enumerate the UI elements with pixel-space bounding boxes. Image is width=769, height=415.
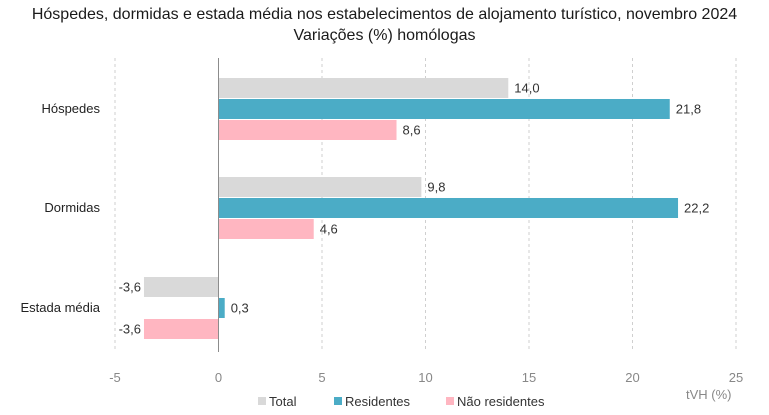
legend-swatch xyxy=(446,397,454,405)
chart-title: Hóspedes, dormidas e estada média nos es… xyxy=(31,6,738,23)
legend-swatch xyxy=(334,397,342,405)
bar xyxy=(143,319,219,339)
legend-label: Residentes xyxy=(345,394,411,409)
category-label: Hóspedes xyxy=(41,101,100,116)
data-labels-group: 14,0 21,8 8,6 9,8 22,2 4,6 -3,6 0,3 -3,6 xyxy=(119,81,710,337)
bar xyxy=(143,277,219,297)
x-tick-label: 10 xyxy=(418,370,432,385)
data-label: 21,8 xyxy=(676,102,701,117)
data-label: 8,6 xyxy=(403,123,421,138)
x-axis-label: tVH (%) xyxy=(686,387,732,402)
bar xyxy=(218,78,509,98)
x-tick-label: 20 xyxy=(625,370,639,385)
x-tick-label: 15 xyxy=(522,370,536,385)
bar xyxy=(218,99,670,119)
category-label: Dormidas xyxy=(44,200,100,215)
x-tick-label: -5 xyxy=(109,370,121,385)
data-label: 4,6 xyxy=(320,222,338,237)
bars-group xyxy=(143,78,679,339)
tick-labels-group: -5 0 5 10 15 20 25 xyxy=(109,370,743,385)
bar xyxy=(218,120,397,140)
legend-swatch xyxy=(258,397,266,405)
data-label: 14,0 xyxy=(514,81,539,96)
data-label: 9,8 xyxy=(427,180,445,195)
x-tick-label: 25 xyxy=(729,370,743,385)
bar xyxy=(218,198,679,218)
category-labels-group: Hóspedes Dormidas Estada média xyxy=(21,101,101,315)
data-label: 22,2 xyxy=(684,201,709,216)
bar xyxy=(218,298,225,318)
category-label: Estada média xyxy=(21,300,101,315)
legend-label: Não residentes xyxy=(457,394,545,409)
legend-label: Total xyxy=(269,394,297,409)
chart-subtitle: Variações (%) homólogas xyxy=(293,27,476,44)
data-label: -3,6 xyxy=(119,280,141,295)
bar xyxy=(218,219,314,239)
data-label: -3,6 xyxy=(119,322,141,337)
bar xyxy=(218,177,422,197)
x-tick-label: 5 xyxy=(318,370,325,385)
legend: Total Residentes Não residentes xyxy=(258,394,545,409)
data-label: 0,3 xyxy=(231,301,249,316)
x-tick-label: 0 xyxy=(215,370,222,385)
chart-title-block: Hóspedes, dormidas e estada média nos es… xyxy=(0,4,769,46)
